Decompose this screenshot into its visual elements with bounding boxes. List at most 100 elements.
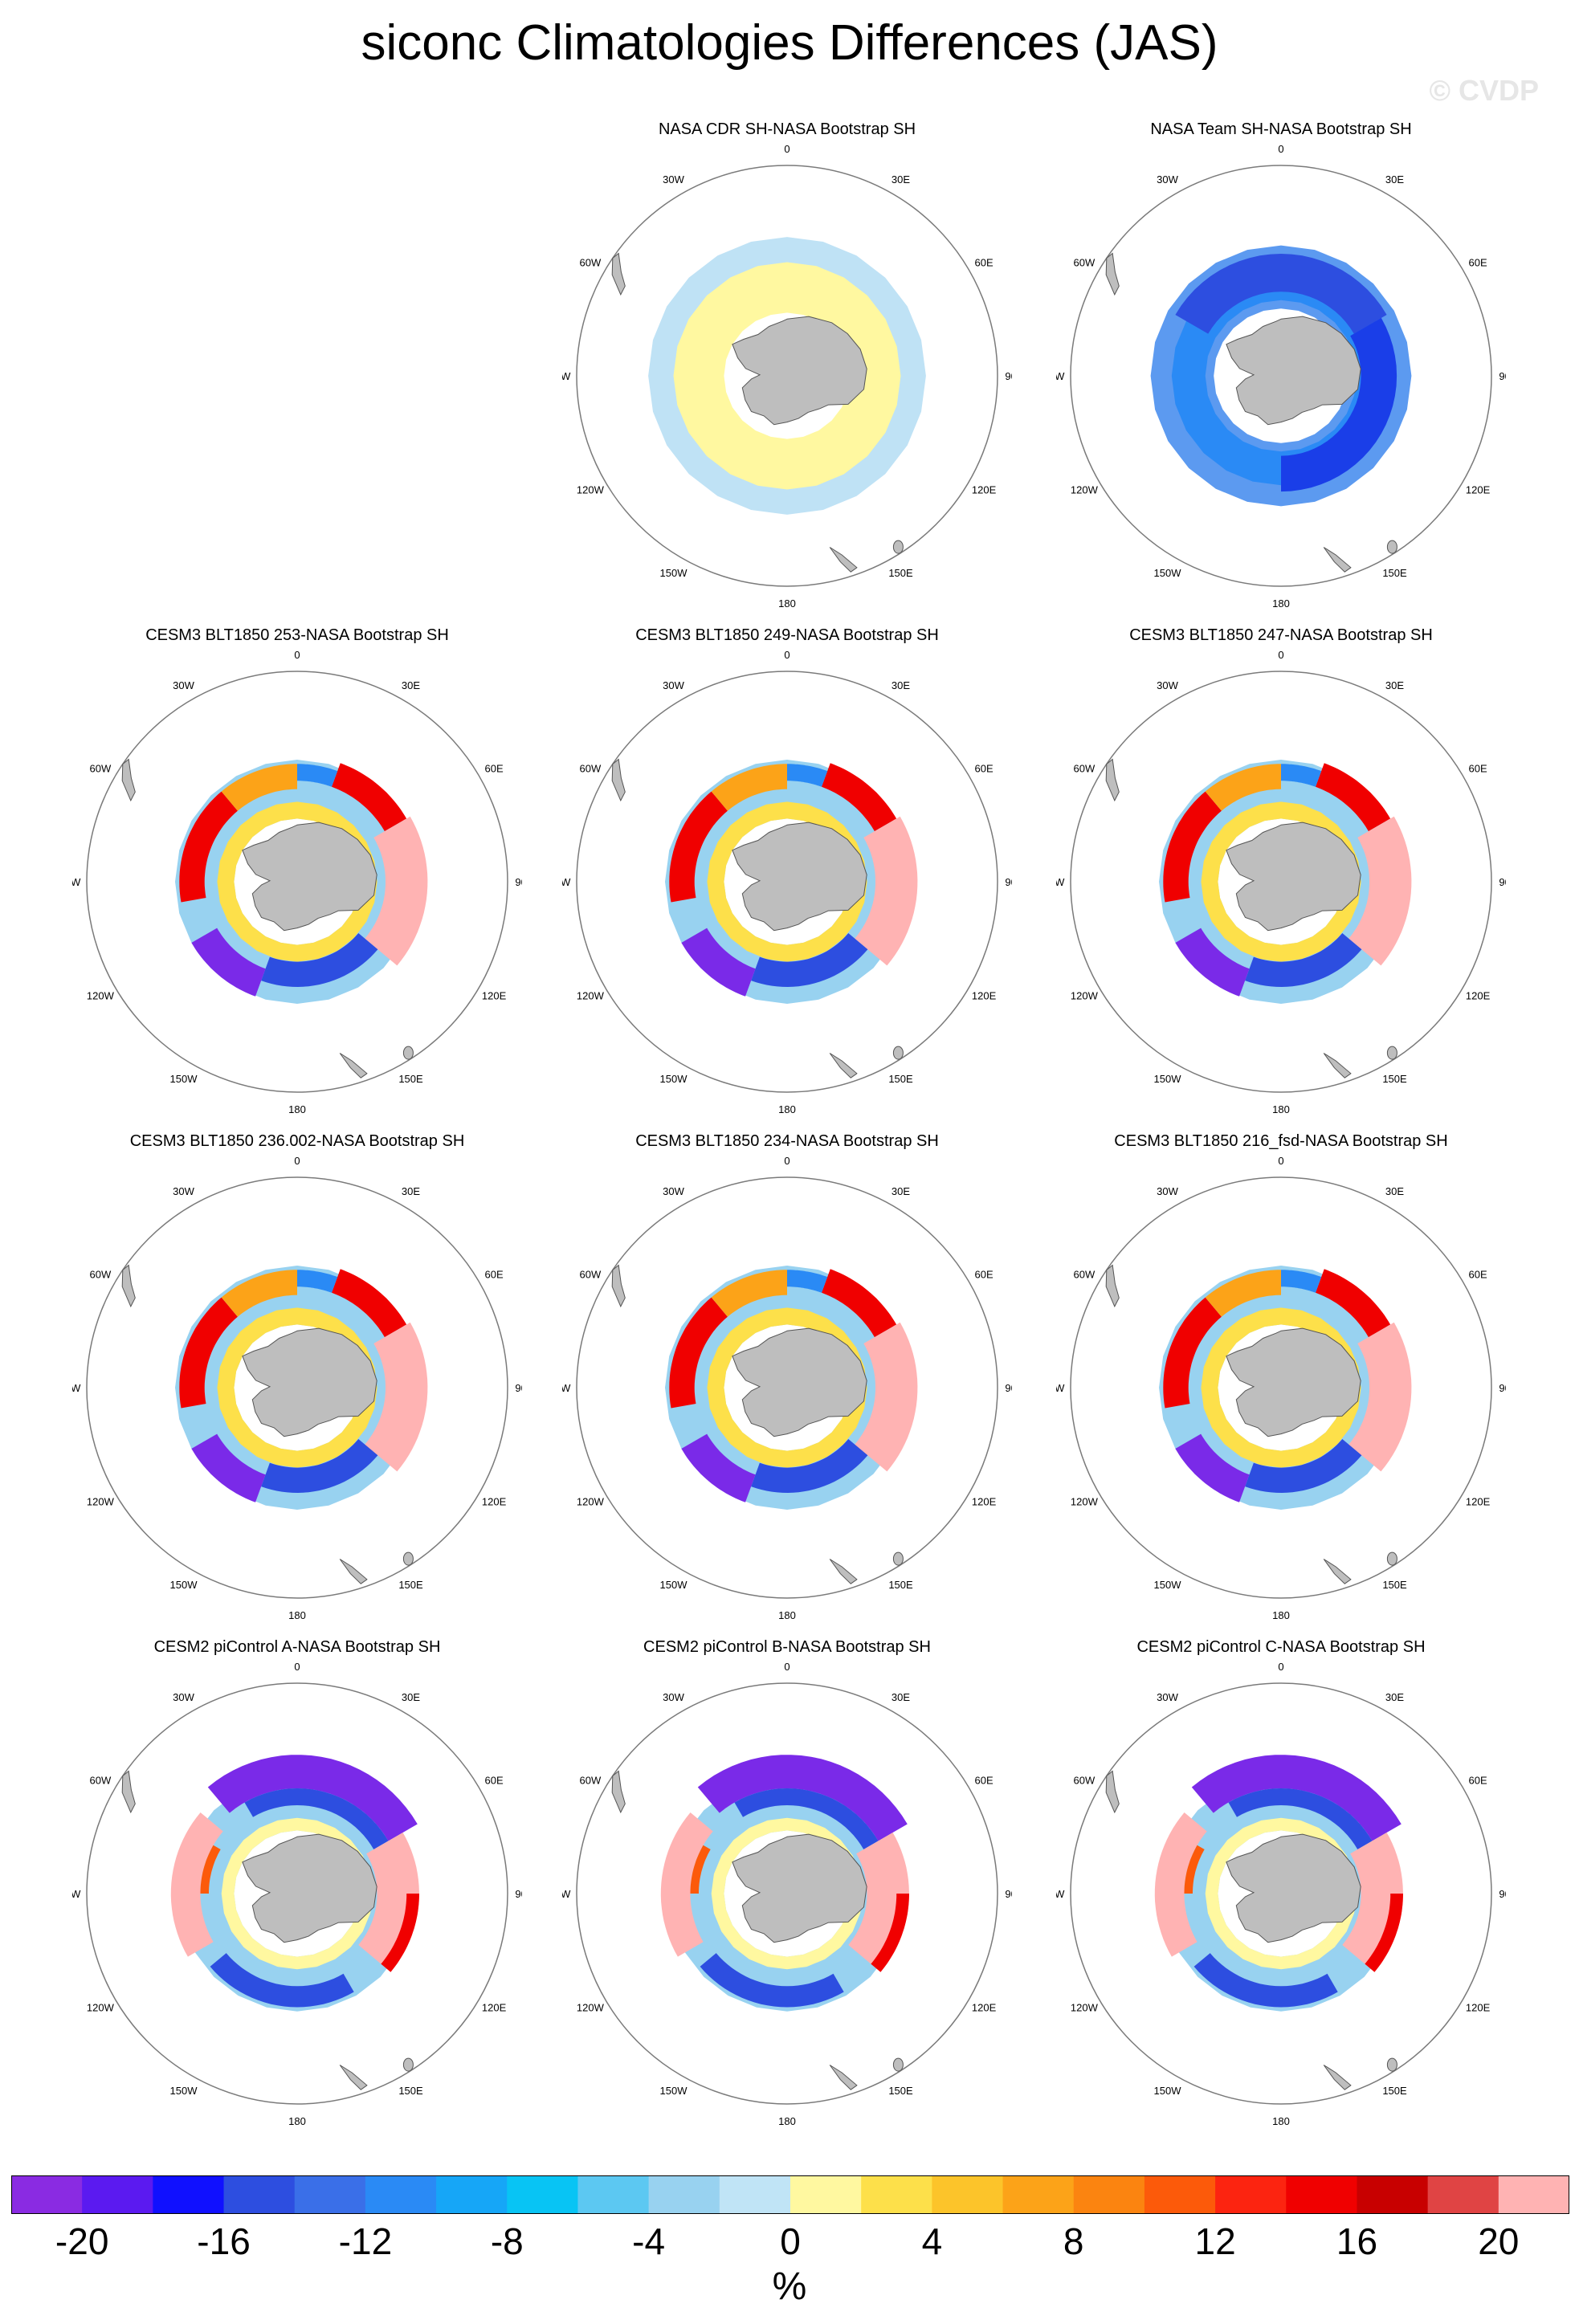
lon-label: 180 [1272, 1609, 1290, 1621]
siconc-band [751, 933, 868, 987]
lon-label: 120E [972, 2002, 997, 2014]
siconc-band [822, 763, 897, 832]
siconc-band [191, 928, 266, 997]
panel-title: CESM3 BLT1850 253-NASA Bootstrap SH [145, 626, 449, 644]
tasmania-landmass [1386, 2057, 1397, 2072]
new-zealand-landmass [1323, 2065, 1352, 2090]
lon-label: 30W [663, 1691, 684, 1703]
lon-label: 180 [778, 1609, 796, 1621]
lon-label: 60W [580, 763, 602, 775]
antarctica-landmass [732, 316, 867, 426]
south-america-landmass [1105, 252, 1120, 296]
siconc-band [381, 1894, 419, 1972]
lon-label: 30E [892, 1185, 910, 1197]
lon-label: 150E [1382, 1073, 1407, 1085]
lon-label: 90E [1005, 370, 1012, 382]
siconc-band [711, 764, 787, 811]
lon-label: 90W [1056, 1888, 1065, 1900]
lon-label: 30W [1157, 1691, 1178, 1703]
lon-label: 30E [1385, 173, 1404, 186]
siconc-band [179, 1297, 238, 1409]
siconc-band [711, 1270, 787, 1317]
polar-map: 0 30E 60E 90E 120E 150E 180 150W 120W 90W 60W 30W [72, 649, 522, 1115]
siconc-band [261, 1439, 378, 1493]
map-panel: CESM3 BLT1850 236.002-NASA Bootstrap SH 0… [72, 1132, 522, 1630]
siconc-band [690, 1845, 711, 1894]
map-panel: CESM3 BLT1850 249-NASA Bootstrap SH 0 30E 6… [562, 626, 1012, 1124]
map-panel: CESM3 BLT1850 247-NASA Bootstrap SH 0 30E 6… [1056, 626, 1506, 1124]
lon-label: 30W [173, 1185, 194, 1197]
lon-label: 120E [482, 990, 507, 1002]
lon-label: 60W [580, 1269, 602, 1281]
siconc-band [297, 1270, 338, 1293]
lon-label: 30W [663, 1185, 684, 1197]
siconc-band [855, 816, 918, 966]
new-zealand-landmass [829, 2065, 858, 2090]
colorbar-swatch [82, 2175, 153, 2214]
colorbar-swatch [223, 2175, 296, 2214]
lon-label: 120E [972, 484, 997, 496]
antarctica-landmass [242, 1833, 377, 1943]
map-panel: CESM2 piControl C-NASA Bootstrap SH 0 30E 6… [1056, 1638, 1506, 2136]
lon-label: 90E [515, 1888, 522, 1900]
polar-map: 0 30E 60E 90E 120E 150E 180 150W 120W 90W 60W 30W [1056, 1155, 1506, 1621]
lon-label: 90W [562, 876, 571, 888]
new-zealand-landmass [339, 2065, 368, 2090]
siconc-band [365, 1322, 428, 1472]
lon-label: 0 [1278, 1155, 1283, 1167]
lon-label: 30W [173, 1691, 194, 1703]
lon-label: 60E [485, 1775, 504, 1787]
panel-title: NASA Team SH-NASA Bootstrap SH [1150, 120, 1412, 138]
lon-label: 90E [1499, 876, 1506, 888]
tasmania-landmass [402, 2057, 414, 2072]
colorbar-swatch [294, 2175, 366, 2214]
lon-label: 0 [784, 649, 790, 661]
lon-label: 0 [1278, 1661, 1283, 1673]
colorbar-tick-label: -12 [338, 2220, 393, 2262]
south-america-landmass [611, 758, 626, 802]
south-america-landmass [611, 1264, 626, 1308]
colorbar-tick-label: 4 [921, 2220, 943, 2262]
lon-label: 180 [288, 1103, 306, 1115]
lon-label: 30E [402, 679, 420, 691]
south-america-landmass [121, 1770, 136, 1814]
lon-label: 120W [1071, 1496, 1099, 1508]
colorbar-frame [11, 2175, 1569, 2214]
lon-label: 90E [1499, 370, 1506, 382]
siconc-band [332, 763, 407, 832]
tasmania-landmass [892, 1551, 904, 1566]
lon-label: 120W [577, 484, 605, 496]
lon-label: 90E [1499, 1382, 1506, 1394]
map-panel: CESM3 BLT1850 216_fsd-NASA Bootstrap SH 0… [1056, 1132, 1506, 1630]
siconc-band [1163, 791, 1222, 903]
lon-label: 60E [1469, 257, 1487, 269]
lon-label: 60W [1074, 257, 1096, 269]
lon-label: 150E [1382, 567, 1407, 579]
lon-label: 60E [1469, 1775, 1487, 1787]
antarctica-landmass [242, 1327, 377, 1437]
new-zealand-landmass [339, 1559, 368, 1584]
lon-label: 180 [1272, 1103, 1290, 1115]
lon-label: 90E [515, 876, 522, 888]
panel-title: CESM3 BLT1850 247-NASA Bootstrap SH [1129, 626, 1433, 644]
lon-label: 30W [1157, 679, 1178, 691]
lon-label: 90W [1056, 370, 1065, 382]
tasmania-landmass [1386, 540, 1397, 554]
lon-label: 150E [398, 2085, 423, 2097]
colorbar-swatch [1427, 2175, 1499, 2214]
lon-label: 180 [1272, 597, 1290, 610]
siconc-band [1245, 933, 1362, 987]
siconc-band [681, 1433, 756, 1502]
lon-label: 90E [1005, 876, 1012, 888]
lon-label: 150E [398, 1073, 423, 1085]
lon-label: 120E [972, 1496, 997, 1508]
siconc-band [1281, 1270, 1322, 1293]
lon-label: 180 [1272, 2115, 1290, 2127]
siconc-band [1154, 1812, 1207, 1957]
antarctica-landmass [1226, 822, 1361, 932]
colorbar-swatch [365, 2175, 437, 2214]
lon-label: 180 [778, 597, 796, 610]
antarctica-landmass [732, 1833, 867, 1943]
lon-label: 150E [888, 1073, 913, 1085]
